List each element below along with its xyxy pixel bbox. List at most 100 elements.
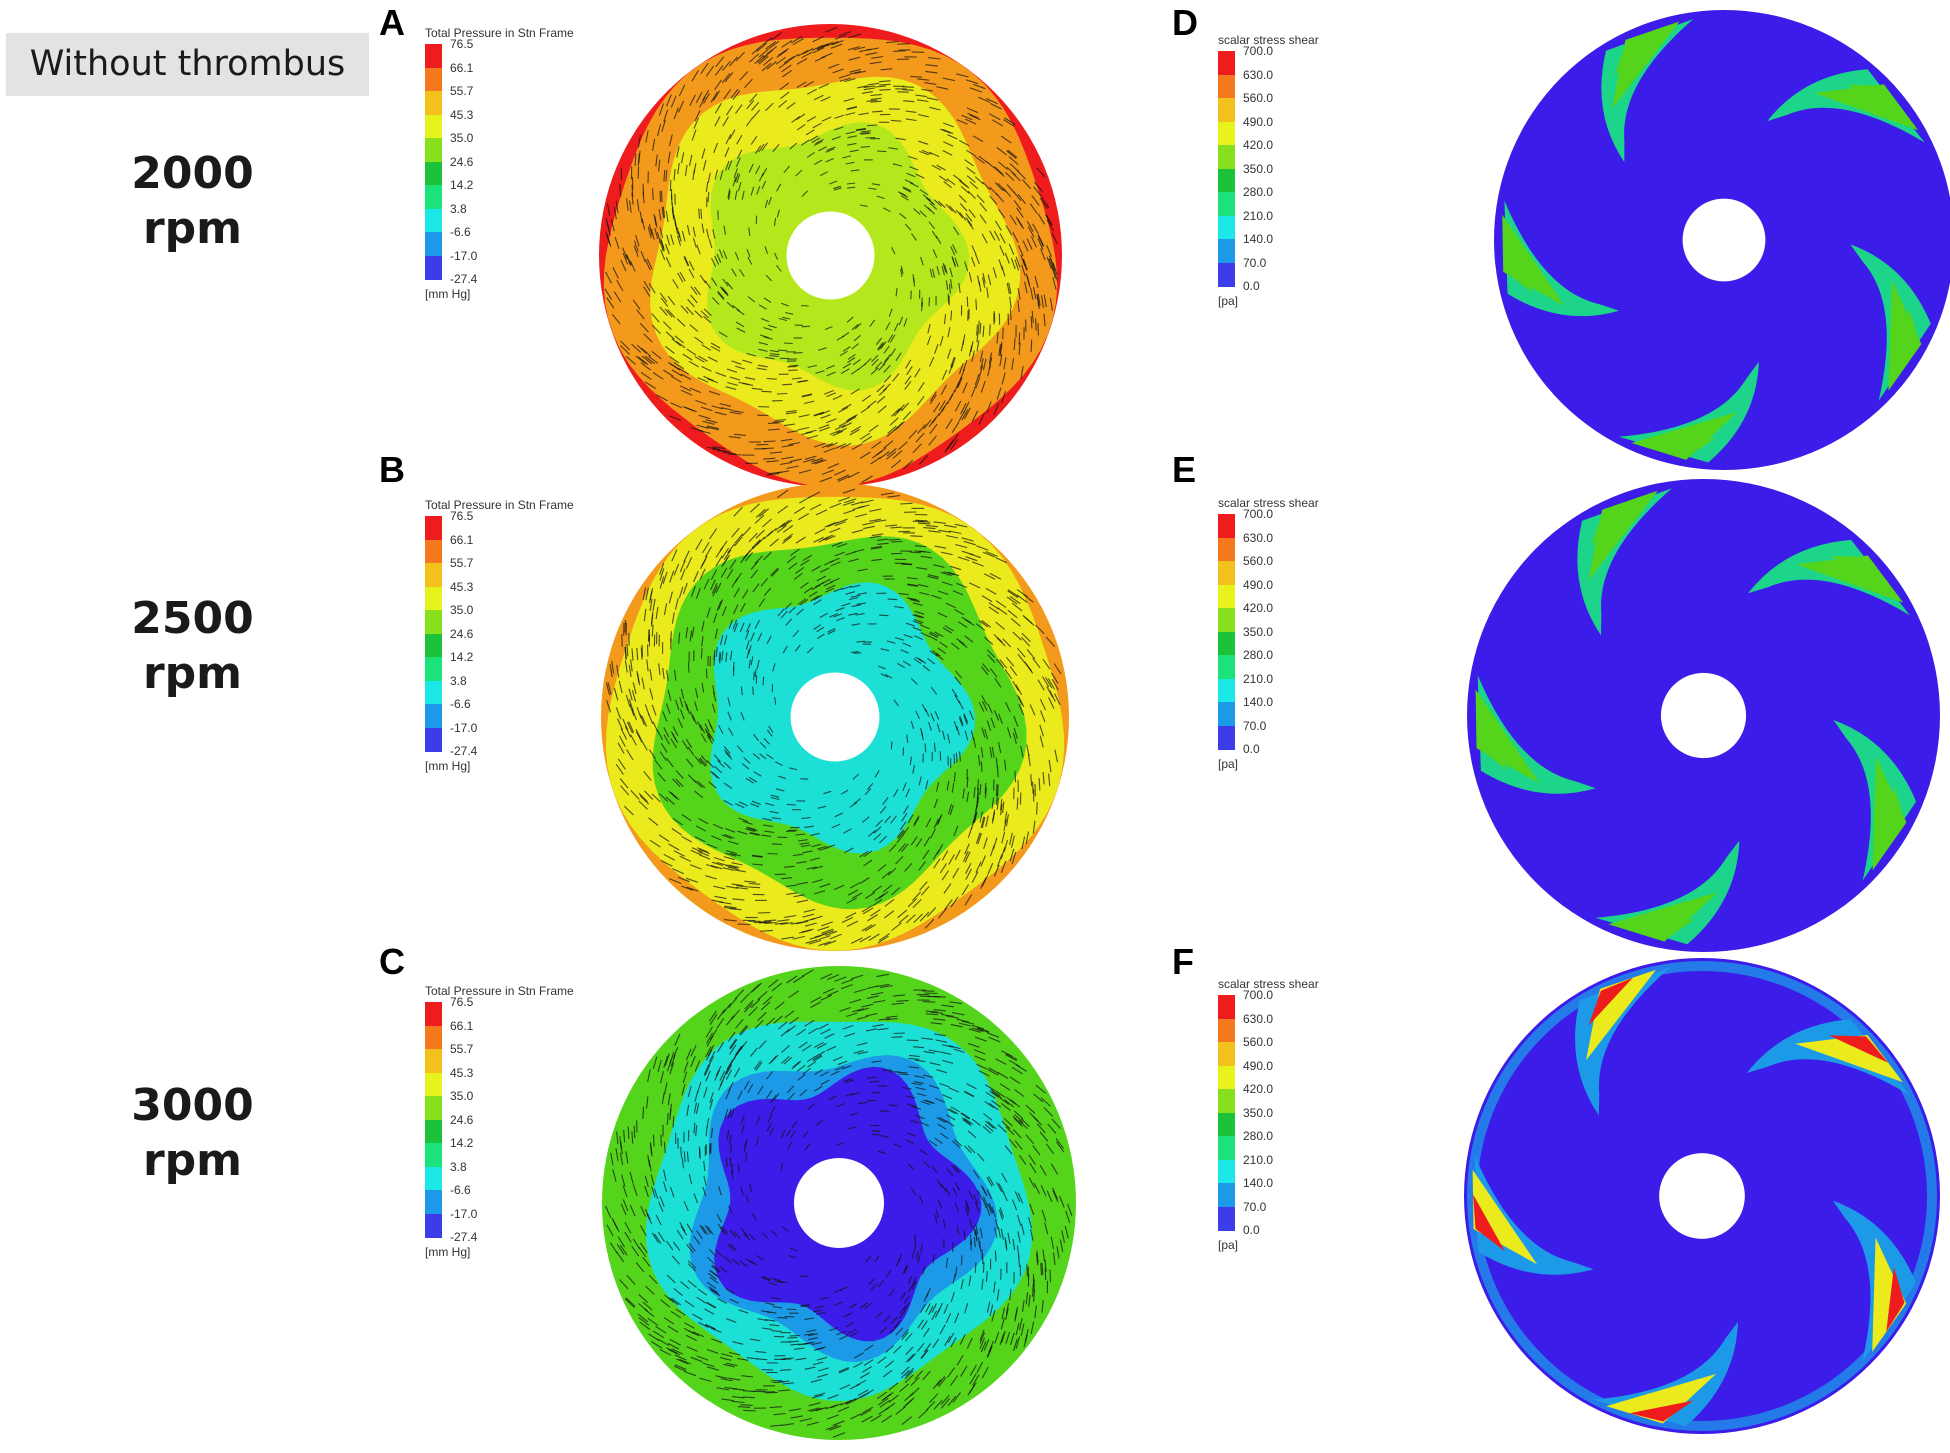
flow-vector <box>861 1406 873 1414</box>
flow-vector <box>827 521 839 528</box>
flow-vector <box>841 916 854 923</box>
flow-vector <box>902 827 909 836</box>
flow-vector <box>793 975 805 983</box>
flow-vector <box>761 1276 771 1282</box>
flow-vector <box>883 440 894 449</box>
flow-vector <box>788 562 798 570</box>
flow-vector <box>998 344 1001 356</box>
legend-swatch <box>1218 98 1235 122</box>
flow-vector <box>732 1396 745 1399</box>
flow-vector <box>616 1131 619 1145</box>
flow-vector <box>761 447 774 450</box>
flow-vector <box>656 124 662 137</box>
flow-vector <box>628 721 635 733</box>
flow-vector <box>939 863 947 874</box>
flow-vector <box>859 204 868 207</box>
flow-vector <box>874 361 883 369</box>
flow-vector <box>747 1083 754 1094</box>
flow-vector <box>961 409 969 421</box>
flow-vector <box>706 1366 719 1371</box>
flow-vector <box>676 146 680 158</box>
flow-vector <box>755 1136 760 1146</box>
flow-vector <box>808 491 821 499</box>
flow-vector <box>936 266 940 276</box>
legend-tick-label: 700.0 <box>1243 44 1274 58</box>
flow-vector <box>846 105 857 110</box>
flow-vector <box>748 163 754 173</box>
flow-vector <box>830 1402 843 1409</box>
flow-vector <box>781 936 795 940</box>
flow-vector <box>986 720 992 731</box>
flow-vector <box>653 1188 659 1200</box>
flow-vector <box>861 816 870 823</box>
flow-vector <box>762 1275 771 1281</box>
flow-vector <box>820 171 828 177</box>
flow-vector <box>910 1119 920 1124</box>
flow-vector <box>876 395 886 404</box>
flow-vector <box>739 622 745 633</box>
flow-vector <box>900 1366 910 1375</box>
flow-vector <box>806 88 818 95</box>
flow-vector <box>679 696 684 708</box>
flow-vector <box>692 237 697 248</box>
flow-vector <box>981 816 986 829</box>
legend-swatch <box>1218 262 1235 287</box>
flow-vector <box>1056 1141 1065 1153</box>
flow-vector <box>965 79 979 85</box>
flow-vector <box>703 308 712 317</box>
flow-vector <box>766 473 780 476</box>
flow-vector <box>1013 1118 1024 1127</box>
flow-vector <box>890 887 901 896</box>
flow-vector <box>674 335 684 344</box>
flow-vector <box>859 451 871 459</box>
flow-vector <box>937 200 946 209</box>
flow-vector <box>723 1363 735 1368</box>
flow-vector <box>729 376 741 381</box>
flow-vector <box>958 194 967 203</box>
flow-vector <box>950 1375 959 1386</box>
flow-vector <box>849 70 862 75</box>
flow-vector <box>893 788 899 798</box>
flow-vector <box>710 864 723 870</box>
flow-vector <box>1032 657 1041 669</box>
flow-vector <box>935 653 944 661</box>
flow-vector <box>755 529 765 539</box>
flow-vector <box>905 1139 915 1145</box>
flow-vector <box>847 135 858 139</box>
flow-vector <box>928 435 937 446</box>
flow-vector <box>1006 166 1016 176</box>
flow-vector <box>904 223 912 231</box>
flow-vector <box>1026 649 1036 660</box>
flow-vector <box>799 1417 812 1422</box>
flow-vector <box>808 1027 819 1035</box>
flow-vector <box>632 1238 641 1250</box>
flow-vector <box>966 296 969 307</box>
flow-vector <box>960 1279 964 1290</box>
flow-vector <box>923 1160 931 1168</box>
flow-vector <box>721 73 731 84</box>
flow-vector <box>878 891 889 899</box>
flow-vector <box>723 799 733 806</box>
flow-vector <box>809 503 822 511</box>
flow-vector <box>987 654 996 664</box>
flow-vector <box>999 233 1006 244</box>
flow-vector <box>694 836 706 843</box>
flow-vector <box>786 555 797 564</box>
flow-vector <box>893 407 903 417</box>
legend-swatch <box>425 208 442 233</box>
flow-vector <box>1054 693 1061 706</box>
flow-vector <box>933 798 939 809</box>
flow-vector <box>940 571 952 577</box>
flow-vector <box>693 701 699 712</box>
flow-vector <box>949 267 953 278</box>
flow-vector <box>1041 1209 1047 1222</box>
flow-vector <box>699 568 706 580</box>
flow-vector <box>746 352 757 357</box>
legend-tick-label: 700.0 <box>1243 507 1274 521</box>
flow-vector <box>963 715 968 725</box>
flow-vector <box>1005 1303 1010 1315</box>
flow-vector <box>848 596 859 601</box>
flow-vector <box>612 266 619 279</box>
blade-tip-shear <box>1590 498 1635 547</box>
flow-vector <box>668 1297 679 1306</box>
